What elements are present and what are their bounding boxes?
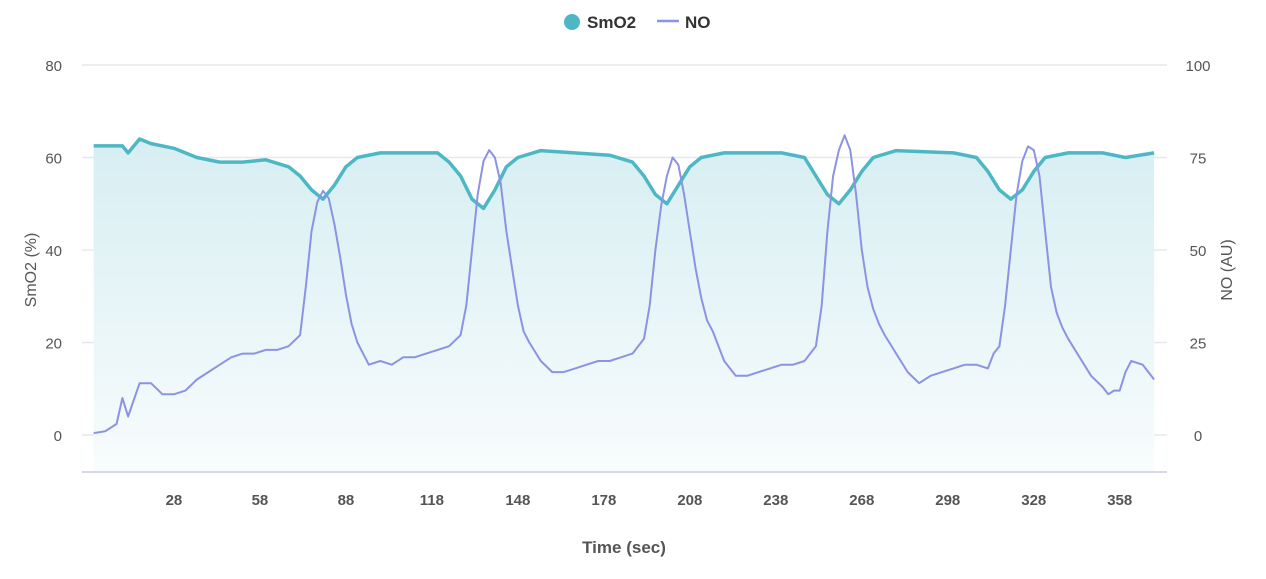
series-line-no (93, 134, 1155, 435)
y-right-tick-label: 25 (1190, 336, 1207, 353)
legend-label-no: NO (685, 13, 711, 32)
y-right-tick-label: 0 (1194, 428, 1202, 445)
y-right-tick-labels: 0 25 50 75 100 (1185, 58, 1210, 445)
y-left-tick-label: 60 (45, 151, 62, 168)
legend-label-smo2: SmO2 (587, 13, 636, 32)
y-right-tick-label: 50 (1190, 243, 1207, 260)
y-right-tick-label: 75 (1190, 151, 1207, 168)
x-tick-label: 88 (338, 492, 355, 509)
legend: SmO2 NO (564, 13, 711, 32)
x-tick-label: 328 (1021, 492, 1046, 509)
x-tick-label: 358 (1107, 492, 1132, 509)
x-axis-title: Time (sec) (582, 538, 666, 557)
x-tick-label: 118 (420, 492, 444, 509)
legend-circle-icon (564, 14, 580, 30)
x-tick-label: 208 (677, 492, 702, 509)
series-line-smo2 (93, 137, 1155, 211)
y-left-axis-title: SmO2 (%) (23, 233, 40, 308)
y-right-axis-title: NO (AU) (1219, 239, 1236, 300)
y-right-tick-label: 100 (1185, 58, 1210, 75)
y-left-tick-label: 20 (45, 336, 62, 353)
y-left-tick-label: 40 (45, 243, 62, 260)
x-tick-label: 298 (935, 492, 960, 509)
x-tick-label: 268 (849, 492, 874, 509)
x-tick-labels: 28 58 88 118 148 178 208 238 268 298 328 358 (166, 492, 1133, 509)
x-tick-label: 238 (763, 492, 788, 509)
y-left-tick-label: 0 (54, 428, 62, 445)
y-left-tick-label: 80 (45, 58, 62, 75)
smo2-area-fill (93, 139, 1155, 472)
legend-item-smo2[interactable]: SmO2 (564, 13, 636, 32)
x-tick-label: 178 (591, 492, 616, 509)
x-tick-label: 148 (505, 492, 530, 509)
y-left-tick-labels: 0 20 40 60 80 (45, 58, 62, 445)
x-tick-label: 28 (166, 492, 183, 509)
x-tick-label: 58 (252, 492, 269, 509)
legend-item-no[interactable]: NO (657, 13, 711, 32)
